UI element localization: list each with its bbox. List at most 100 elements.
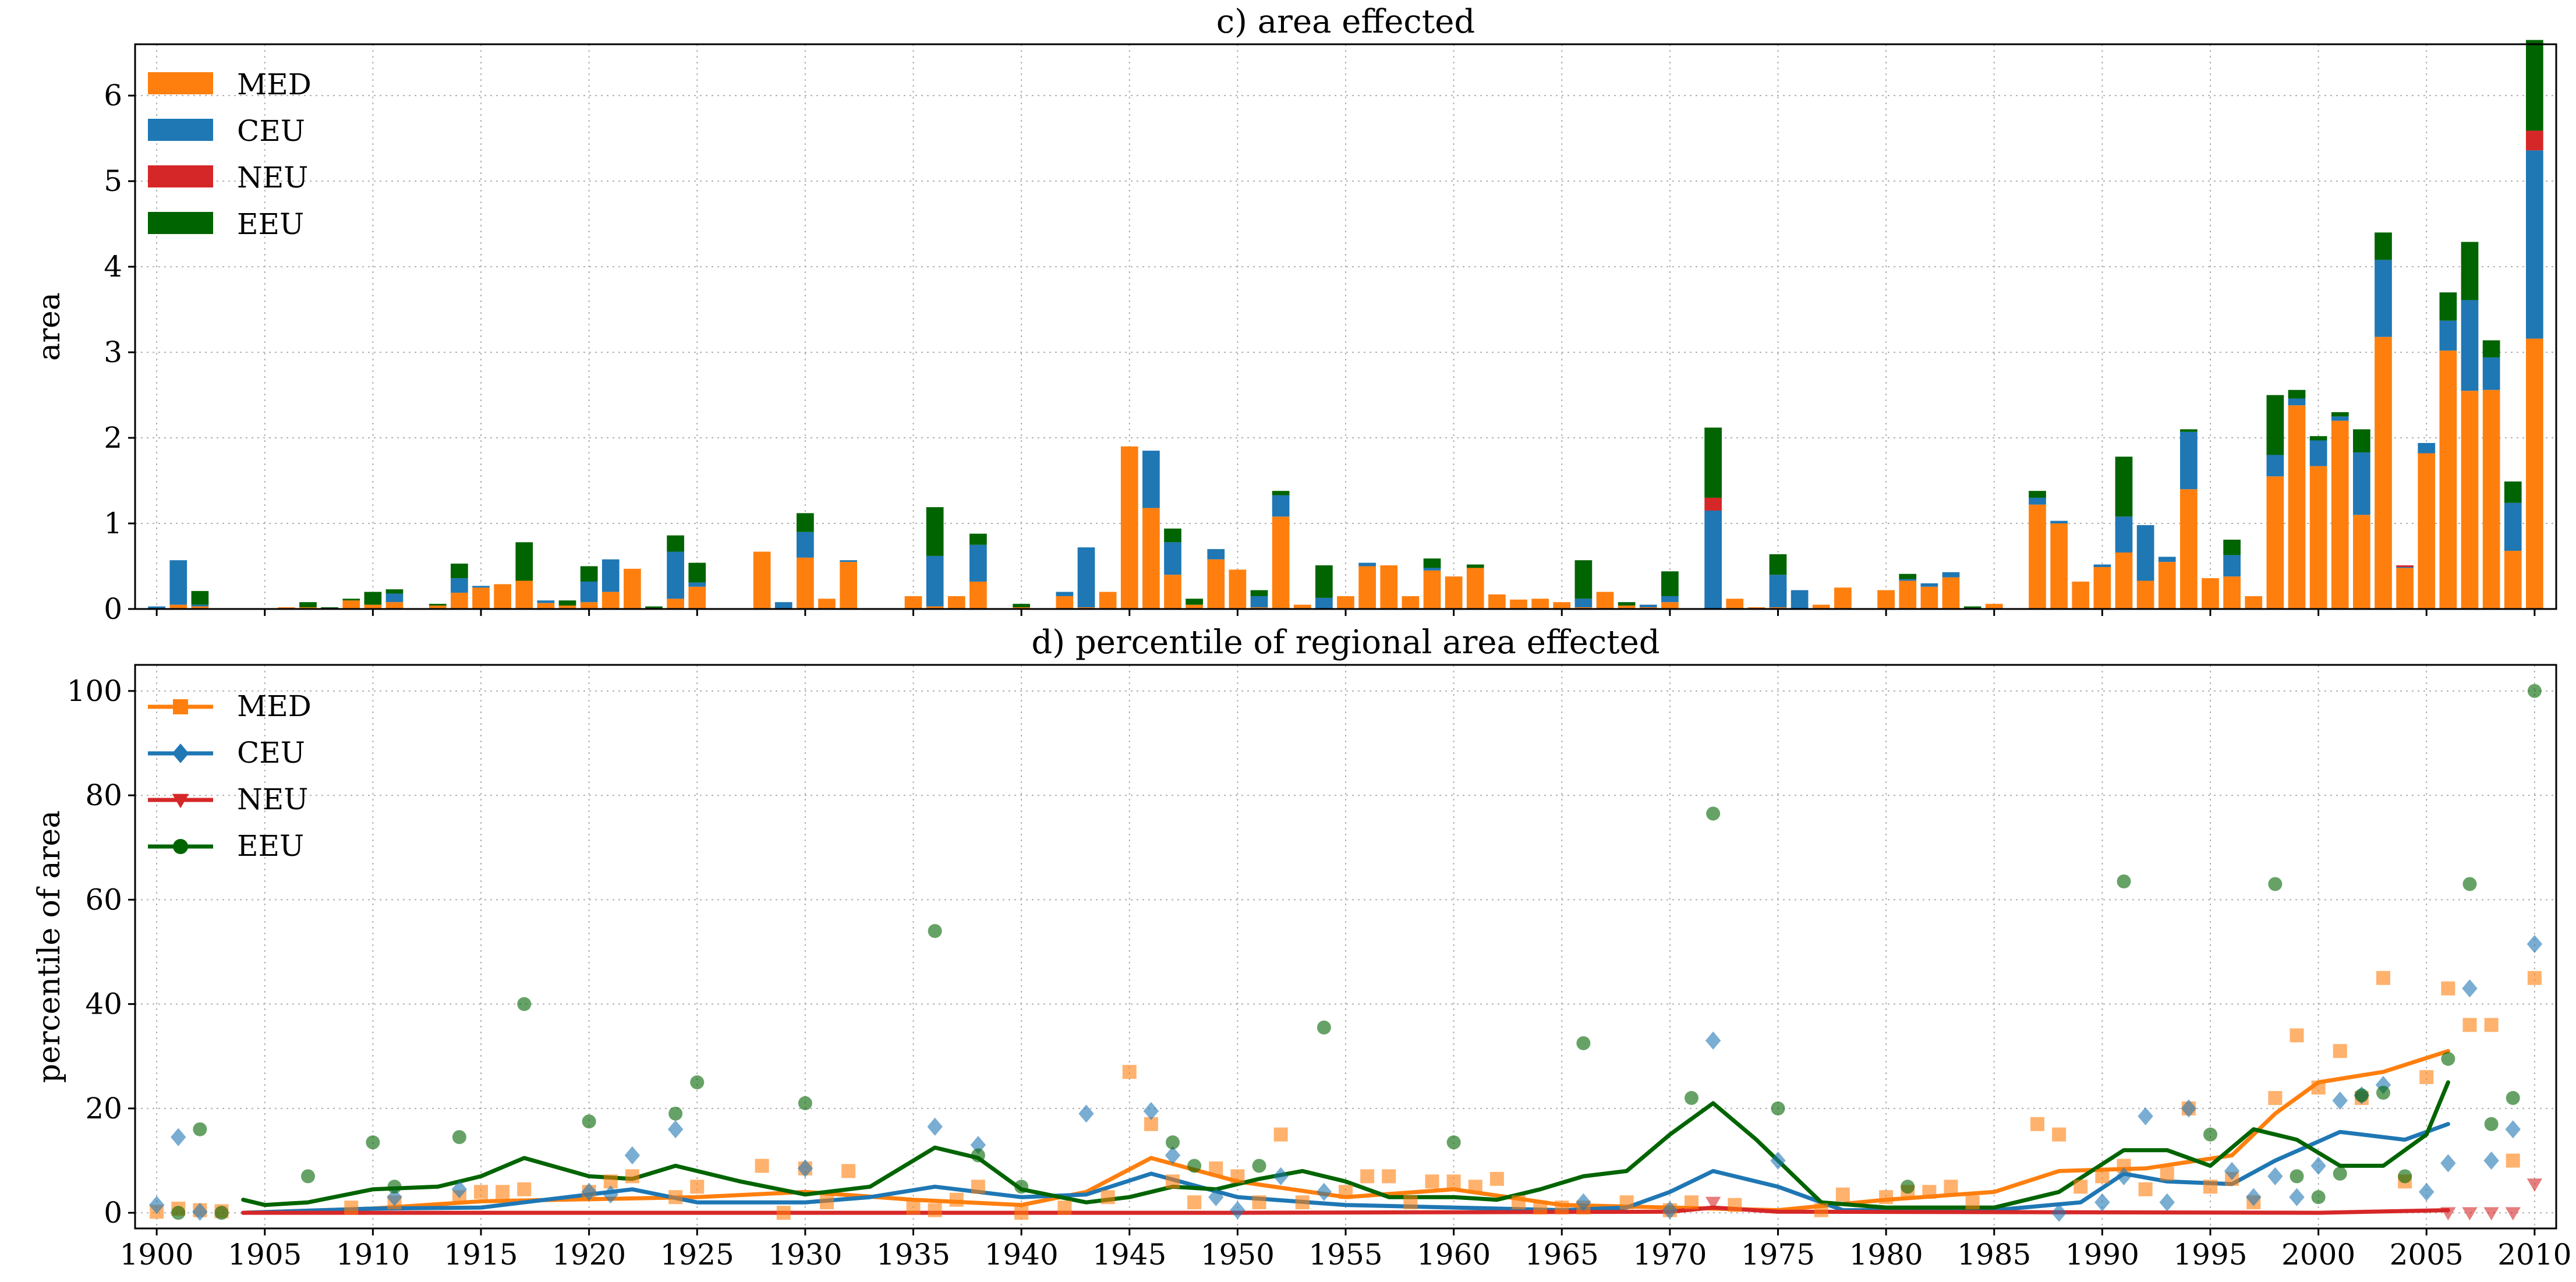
bar-ceu bbox=[840, 560, 857, 562]
bar-med bbox=[580, 602, 598, 609]
bar-ceu bbox=[774, 602, 792, 609]
point-ceu bbox=[2483, 1151, 2499, 1170]
bar-ceu bbox=[2223, 555, 2241, 577]
point-ceu bbox=[1705, 1031, 1721, 1050]
point-ceu bbox=[2462, 979, 2478, 998]
bar-eeu bbox=[2461, 242, 2479, 300]
bar-ceu bbox=[2504, 502, 2522, 551]
point-ceu bbox=[1576, 1193, 1591, 1212]
bar-ceu bbox=[472, 586, 490, 588]
point-med bbox=[1122, 1065, 1137, 1079]
bar-ceu bbox=[2461, 300, 2479, 391]
bar-med bbox=[904, 596, 922, 609]
x-tick-label: 1975 bbox=[1741, 1238, 1815, 1272]
bar-med bbox=[2266, 476, 2284, 609]
y-tick-label: 80 bbox=[85, 778, 122, 812]
bar-eeu bbox=[797, 513, 814, 532]
bar-med bbox=[1812, 604, 1830, 609]
point-med bbox=[2376, 971, 2390, 985]
bar-med bbox=[1293, 604, 1311, 609]
point-med bbox=[2160, 1166, 2174, 1181]
bar-med bbox=[2158, 562, 2176, 609]
bar-eeu bbox=[1899, 573, 1917, 579]
bar-med bbox=[2482, 389, 2500, 609]
x-tick-label: 1990 bbox=[2065, 1238, 2139, 1272]
point-eeu bbox=[1446, 1135, 1461, 1150]
x-tick-label: 1945 bbox=[1092, 1238, 1166, 1272]
point-med bbox=[1728, 1198, 1742, 1212]
point-eeu bbox=[2441, 1051, 2455, 1066]
point-ceu bbox=[1208, 1188, 1224, 1206]
bar-med bbox=[1120, 446, 1138, 609]
grid-layer bbox=[135, 44, 2556, 1228]
bar-eeu bbox=[645, 606, 663, 608]
bar-ceu bbox=[1164, 542, 1181, 575]
bar-ceu bbox=[1769, 575, 1787, 608]
bar-med bbox=[1229, 569, 1247, 609]
point-ceu bbox=[581, 1182, 597, 1201]
y-tick-label: 5 bbox=[104, 164, 122, 198]
bar-ceu bbox=[1207, 549, 1225, 559]
legend-area-effected: MED CEU NEU EEU bbox=[148, 68, 312, 241]
x-tick-label: 1900 bbox=[120, 1238, 194, 1272]
point-neu bbox=[2440, 1207, 2456, 1221]
point-ceu bbox=[624, 1146, 641, 1165]
point-med bbox=[344, 1200, 359, 1215]
point-ceu bbox=[2419, 1182, 2435, 1201]
bar-ceu bbox=[2331, 416, 2349, 421]
x-tick-label: 1955 bbox=[1308, 1238, 1382, 1272]
x-tick-label: 1970 bbox=[1633, 1238, 1707, 1272]
y-tick-label: 0 bbox=[104, 1196, 122, 1230]
bar-ceu bbox=[969, 544, 987, 582]
bar-eeu bbox=[1315, 565, 1333, 598]
bar-ceu bbox=[385, 593, 404, 603]
bar-med bbox=[667, 598, 684, 609]
point-ceu bbox=[2181, 1099, 2197, 1118]
point-eeu bbox=[1706, 806, 1721, 821]
bar-med bbox=[1985, 604, 2003, 609]
bar-ceu bbox=[1639, 604, 1657, 608]
point-ceu bbox=[797, 1159, 813, 1178]
bar-eeu bbox=[2115, 456, 2133, 517]
bar-med bbox=[1510, 599, 1527, 609]
point-med bbox=[1555, 1200, 1569, 1215]
point-ceu bbox=[1770, 1151, 1786, 1170]
point-neu bbox=[1705, 1196, 1721, 1210]
bar-med bbox=[1661, 602, 1679, 609]
bar-ceu bbox=[1056, 592, 1074, 596]
bar-med bbox=[2245, 596, 2263, 609]
bar-med bbox=[1488, 594, 1506, 609]
legend-swatch-eeu bbox=[148, 212, 213, 234]
marks-layer bbox=[148, 40, 2543, 1222]
point-med bbox=[474, 1185, 488, 1199]
bar-ceu bbox=[2309, 440, 2327, 466]
point-med bbox=[517, 1182, 532, 1196]
bar-med bbox=[926, 606, 944, 609]
point-med bbox=[1814, 1203, 1828, 1217]
bar-med bbox=[2309, 466, 2327, 609]
point-med bbox=[1273, 1127, 1288, 1142]
bar-med bbox=[624, 568, 641, 609]
point-ceu bbox=[192, 1202, 208, 1221]
smooth-line-ceu bbox=[241, 1122, 2450, 1215]
bar-ceu bbox=[1791, 590, 1809, 609]
bar-med bbox=[2396, 568, 2414, 609]
point-ceu bbox=[603, 1185, 618, 1204]
bar-med bbox=[818, 598, 836, 609]
point-eeu bbox=[214, 1206, 229, 1220]
legend-label-eeu: EEU bbox=[237, 207, 304, 241]
point-ceu bbox=[1230, 1201, 1245, 1220]
point-neu bbox=[2483, 1207, 2499, 1221]
point-ceu bbox=[148, 1196, 165, 1214]
point-ceu bbox=[1316, 1182, 1332, 1201]
point-eeu bbox=[2268, 877, 2283, 891]
legend-label-neu: NEU bbox=[237, 782, 308, 816]
y-tick-label: 40 bbox=[85, 987, 122, 1021]
point-eeu bbox=[2484, 1117, 2499, 1131]
bar-eeu bbox=[2482, 340, 2500, 357]
bar-eeu bbox=[451, 564, 468, 579]
bar-med bbox=[1834, 587, 1852, 609]
point-med bbox=[2333, 1044, 2347, 1058]
point-eeu bbox=[1014, 1180, 1029, 1194]
point-med bbox=[2441, 981, 2455, 996]
